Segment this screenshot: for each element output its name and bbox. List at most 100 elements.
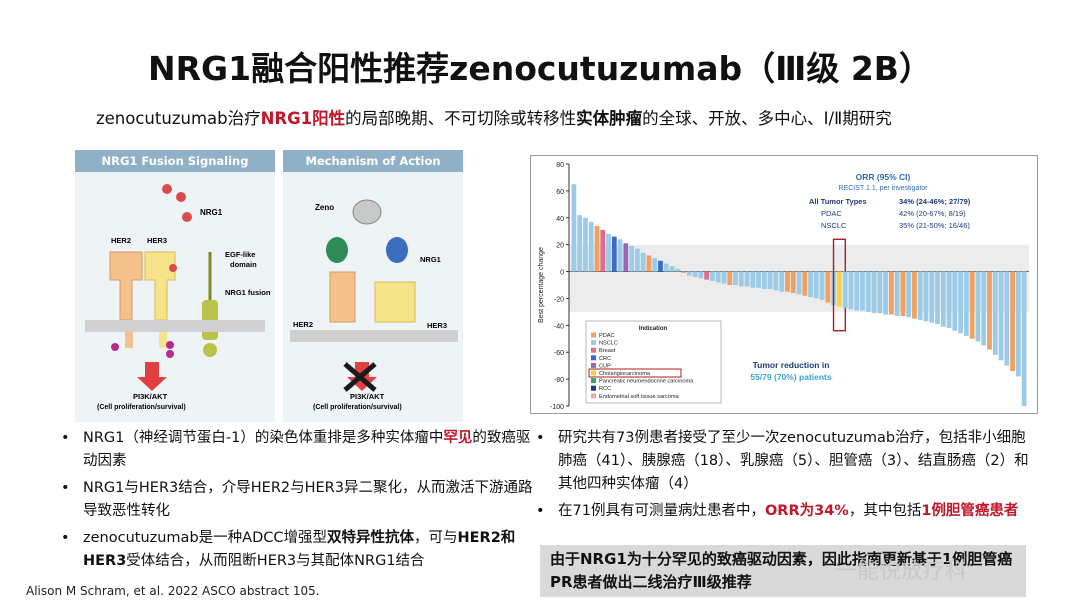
bar-nsclc	[1004, 271, 1010, 366]
bar-nsclc	[946, 271, 952, 329]
right-bullet-2-text-1: 在71例具有可测量病灶患者中，	[558, 503, 765, 519]
bar-nsclc	[854, 271, 860, 311]
bar-nsclc	[923, 271, 929, 322]
bar-nsclc	[917, 271, 923, 320]
bar-pdac	[987, 271, 992, 350]
legend-swatch	[591, 332, 596, 338]
bullet-dot: •	[61, 480, 70, 496]
left-bullet-2-text-1: NRG1与HER3结合，介导HER2与HER3异二聚化，从而激活下游通路导致恶性…	[83, 480, 533, 519]
legend-title: Indication	[639, 326, 668, 332]
her2-right-label: HER2	[293, 320, 313, 329]
bar-nsclc	[819, 271, 825, 300]
fusion-signaling-header: NRG1 Fusion Signaling	[75, 150, 275, 172]
her2-label: HER2	[111, 236, 131, 245]
subtitle-highlight-nrg1: NRG1阳性	[260, 109, 346, 128]
orr-row-label: NSCLC	[821, 221, 847, 230]
left-bullet-1: • NRG1（神经调节蛋白-1）的染色体重排是多种实体瘤中罕见的致癌驱动因素	[55, 427, 533, 473]
left-bullet-1-text-2: 罕见	[443, 430, 473, 446]
bar-pdac	[969, 271, 975, 339]
bar-pdac	[825, 271, 831, 303]
bar-pdac	[790, 271, 796, 294]
legend-label: Breast	[599, 348, 616, 354]
bar-nsclc	[848, 271, 854, 310]
bar-nsclc	[998, 271, 1004, 361]
legend-swatch	[591, 362, 596, 368]
her3-right-icon	[374, 281, 416, 323]
bar-nsclc	[929, 271, 935, 323]
subtitle-highlight-solid-tumor: 实体肿瘤	[576, 109, 643, 128]
legend-swatch	[591, 355, 596, 361]
nrg1-ligand-icon	[162, 184, 192, 222]
bar-nsclc	[652, 258, 658, 272]
left-bullet-3-text-1: zenocutuzumab是一种ADCC增强型	[83, 530, 327, 546]
mechanism-of-action-header: Mechanism of Action	[283, 150, 463, 172]
legend-label: PDAC	[599, 333, 615, 339]
bar-nsclc	[634, 248, 640, 272]
left-bullet-3: • zenocutuzumab是一种ADCC增强型双特异性抗体，可与HER2和HE…	[55, 527, 533, 573]
left-bullet-1-text-1: NRG1（神经调节蛋白-1）的染色体重排是多种实体瘤中	[83, 430, 444, 446]
bar-pdac	[888, 271, 894, 315]
citation: Alison M Schram, et al. 2022 ASCO abstra…	[26, 584, 320, 598]
y-tick-label: 40	[556, 216, 564, 223]
bar-nsclc	[975, 271, 981, 342]
left-bullet-1-text-3: 的致癌驱动因素	[83, 430, 531, 469]
legend-label: RCC	[599, 386, 611, 392]
bar-pdac	[912, 271, 917, 319]
pi3k-right-label: PI3K/AKT	[350, 392, 385, 401]
bar-pdac	[802, 271, 808, 296]
subtitle-text-3: 的全球、开放、多中心、Ⅰ/Ⅱ期研究	[642, 109, 892, 128]
orr-row-label: PDAC	[821, 209, 842, 218]
bar-nsclc	[629, 246, 634, 272]
bar-nsclc	[883, 271, 888, 315]
bar-nsclc	[992, 271, 998, 355]
egf-label-1: EGF-like	[225, 250, 255, 259]
bar-nsclc	[617, 239, 623, 272]
legend-label: CUP	[599, 363, 611, 369]
nrg1-label: NRG1	[200, 208, 223, 217]
bar-nsclc	[767, 271, 773, 290]
watermark-text: 一能悦放疗科	[835, 559, 968, 584]
orr-row-label: All Tumor Types	[809, 197, 867, 206]
cell-prolif-label: (Cell proliferation/survival)	[97, 404, 186, 411]
mechanism-diagram: NRG1 Fusion Signaling Mechanism of Actio…	[75, 150, 470, 422]
bullet-dot: •	[536, 430, 545, 446]
bar-nsclc	[1015, 271, 1021, 377]
y-tick-label: -100	[550, 404, 564, 411]
nrg1-right-label: NRG1	[420, 255, 441, 264]
right-bullet-1-text-1: 研究共有73例患者接受了至少一次zenocutuzumab治疗，包括非小细胞肺癌…	[558, 430, 1029, 492]
bar-nsclc	[958, 271, 964, 334]
left-bullet-3-text-3: ，可与	[413, 530, 458, 546]
left-bullet-3-text-2: 双特异性抗体	[326, 530, 414, 546]
bar-nsclc	[935, 271, 940, 324]
left-bullet-2: • NRG1与HER3结合，介导HER2与HER3异二聚化，从而激活下游通路导致恶…	[55, 477, 533, 523]
bar-nsclc	[964, 271, 969, 337]
orr-row-value: 42% (20-67%; 8/19)	[899, 209, 966, 218]
bar-nsclc	[773, 271, 779, 291]
cell-membrane-left	[85, 320, 265, 332]
bar-nsclc	[738, 271, 744, 287]
bar-nsclc	[669, 266, 675, 272]
bar-crc	[658, 260, 663, 272]
pi3k-label: PI3K/AKT	[133, 392, 168, 401]
right-bullet-2-text-4: 1例胆管癌患者	[921, 503, 1019, 519]
signal-arrow-icon	[137, 362, 167, 391]
legend-swatch	[591, 393, 596, 399]
bar-pdac	[727, 271, 733, 285]
bullet-dot: •	[61, 430, 70, 446]
waterfall-chart: 80 60 40 20 0 -20 -40 -60 -80 -100 Best percentage…	[530, 155, 1038, 414]
y-tick-label: -40	[554, 323, 564, 330]
bar-nsclc	[779, 271, 785, 292]
bullet-dot: •	[536, 503, 545, 519]
bar-nsclc	[906, 271, 912, 318]
legend-swatch	[591, 340, 596, 346]
bar-pdac	[646, 255, 652, 272]
y-tick-label: 20	[556, 243, 564, 250]
slide-title: NRG1融合阳性推荐zenocutuzumab（Ⅲ级 2B）	[148, 49, 932, 88]
zeno-label: Zeno	[315, 203, 334, 212]
bar-nsclc	[692, 271, 698, 277]
subtitle-text-2: 的局部晚期、不可切除或转移性	[345, 109, 577, 128]
legend-swatch	[591, 370, 596, 376]
bar-nsclc	[756, 271, 761, 288]
y-tick-label: -20	[554, 296, 564, 303]
left-bullet-list: • NRG1（神经调节蛋白-1）的染色体重排是多种实体瘤中罕见的致癌驱动因素 • NR…	[55, 427, 533, 577]
